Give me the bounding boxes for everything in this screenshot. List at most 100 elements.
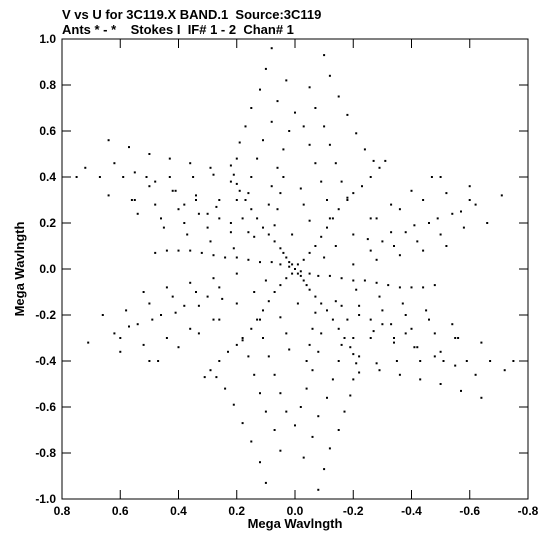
uv-point xyxy=(232,403,235,406)
uv-point xyxy=(328,274,331,277)
uv-point xyxy=(273,240,276,243)
uv-point xyxy=(404,332,407,335)
uv-point xyxy=(238,189,241,192)
uv-point xyxy=(390,203,393,206)
uv-point xyxy=(398,254,401,257)
uv-point xyxy=(308,251,311,254)
uv-point xyxy=(264,279,267,282)
uv-point xyxy=(154,180,157,183)
uv-point xyxy=(101,314,104,316)
x-tick-label: 0.6 xyxy=(112,504,129,518)
uv-point xyxy=(177,346,180,349)
y-tick-label: -0.8 xyxy=(35,446,56,460)
uv-point xyxy=(352,279,355,282)
uv-point xyxy=(247,231,250,234)
uv-point xyxy=(224,387,227,390)
uv-point xyxy=(206,212,209,215)
uv-point xyxy=(291,263,294,266)
uv-point xyxy=(317,274,320,277)
uv-point xyxy=(162,226,165,229)
uv-point xyxy=(279,316,282,319)
uv-point xyxy=(218,217,221,220)
uv-point xyxy=(512,360,515,362)
uv-point xyxy=(285,277,288,280)
uv-point xyxy=(328,74,331,77)
uv-point xyxy=(337,360,340,362)
uv-point xyxy=(340,180,343,183)
uv-point xyxy=(279,449,282,452)
chart-subtitle: Ants * - * Stokes I IF# 1 - 2 Chan# 1 xyxy=(62,22,294,37)
x-tick-label: 0.8 xyxy=(54,504,71,518)
uv-point xyxy=(151,318,154,321)
uv-point xyxy=(299,187,302,190)
uv-point xyxy=(311,369,314,372)
uv-point xyxy=(465,360,468,362)
uv-point xyxy=(107,139,110,142)
uv-point xyxy=(195,199,197,201)
uv-point xyxy=(270,261,273,264)
uv-point xyxy=(302,258,305,261)
uv-point xyxy=(107,194,110,197)
uv-point xyxy=(308,272,311,275)
uv-point xyxy=(334,245,337,247)
uv-point xyxy=(381,240,384,243)
uv-point xyxy=(346,318,349,321)
uv-point xyxy=(500,194,503,197)
uv-point xyxy=(218,360,221,362)
uv-point xyxy=(308,143,311,146)
uv-point xyxy=(279,192,282,195)
uv-point xyxy=(174,189,177,192)
uv-point xyxy=(294,111,296,114)
y-tick-label: 0.6 xyxy=(39,124,56,138)
uv-point xyxy=(206,226,209,229)
uv-point xyxy=(288,261,291,264)
uv-point xyxy=(113,162,116,165)
uv-point xyxy=(229,180,232,183)
uv-point xyxy=(311,327,314,330)
uv-point xyxy=(323,256,326,259)
x-tick-label: 0.2 xyxy=(228,504,245,518)
uv-point xyxy=(331,318,334,321)
uv-point xyxy=(250,440,253,443)
uv-point xyxy=(291,233,294,236)
uv-point xyxy=(296,263,299,266)
uv-point xyxy=(320,302,323,305)
uv-point xyxy=(253,235,256,238)
uv-point xyxy=(259,88,261,91)
uv-point xyxy=(326,226,328,229)
uv-point xyxy=(296,302,299,305)
uv-point xyxy=(189,249,192,252)
uv-point xyxy=(305,360,308,362)
y-tick-label: -0.2 xyxy=(35,308,56,322)
uv-point xyxy=(355,362,358,365)
uv-point xyxy=(232,173,235,176)
uv-point xyxy=(148,302,151,305)
uv-point xyxy=(241,422,244,425)
uv-point xyxy=(460,210,462,213)
uv-point xyxy=(241,339,244,342)
uv-point xyxy=(165,286,168,289)
uv-point xyxy=(128,146,130,149)
uv-point xyxy=(256,318,259,321)
uv-point xyxy=(189,281,192,284)
uv-point xyxy=(334,162,337,165)
uv-point xyxy=(235,157,238,160)
uv-point xyxy=(375,258,378,261)
uv-point xyxy=(177,208,180,211)
uv-point xyxy=(285,332,288,335)
uv-point xyxy=(267,233,270,236)
uv-point xyxy=(148,185,151,188)
uv-point xyxy=(267,203,270,206)
uv-point xyxy=(212,277,215,280)
uv-point xyxy=(195,194,197,197)
uv-point xyxy=(328,447,331,450)
uv-point xyxy=(253,373,256,376)
uv-point xyxy=(349,394,352,397)
uv-point xyxy=(186,233,189,236)
uv-point xyxy=(323,54,326,57)
uv-point xyxy=(253,291,256,293)
uv-point xyxy=(454,364,457,367)
uv-point xyxy=(128,325,130,328)
uv-point xyxy=(262,309,264,312)
uv-point xyxy=(428,318,430,321)
